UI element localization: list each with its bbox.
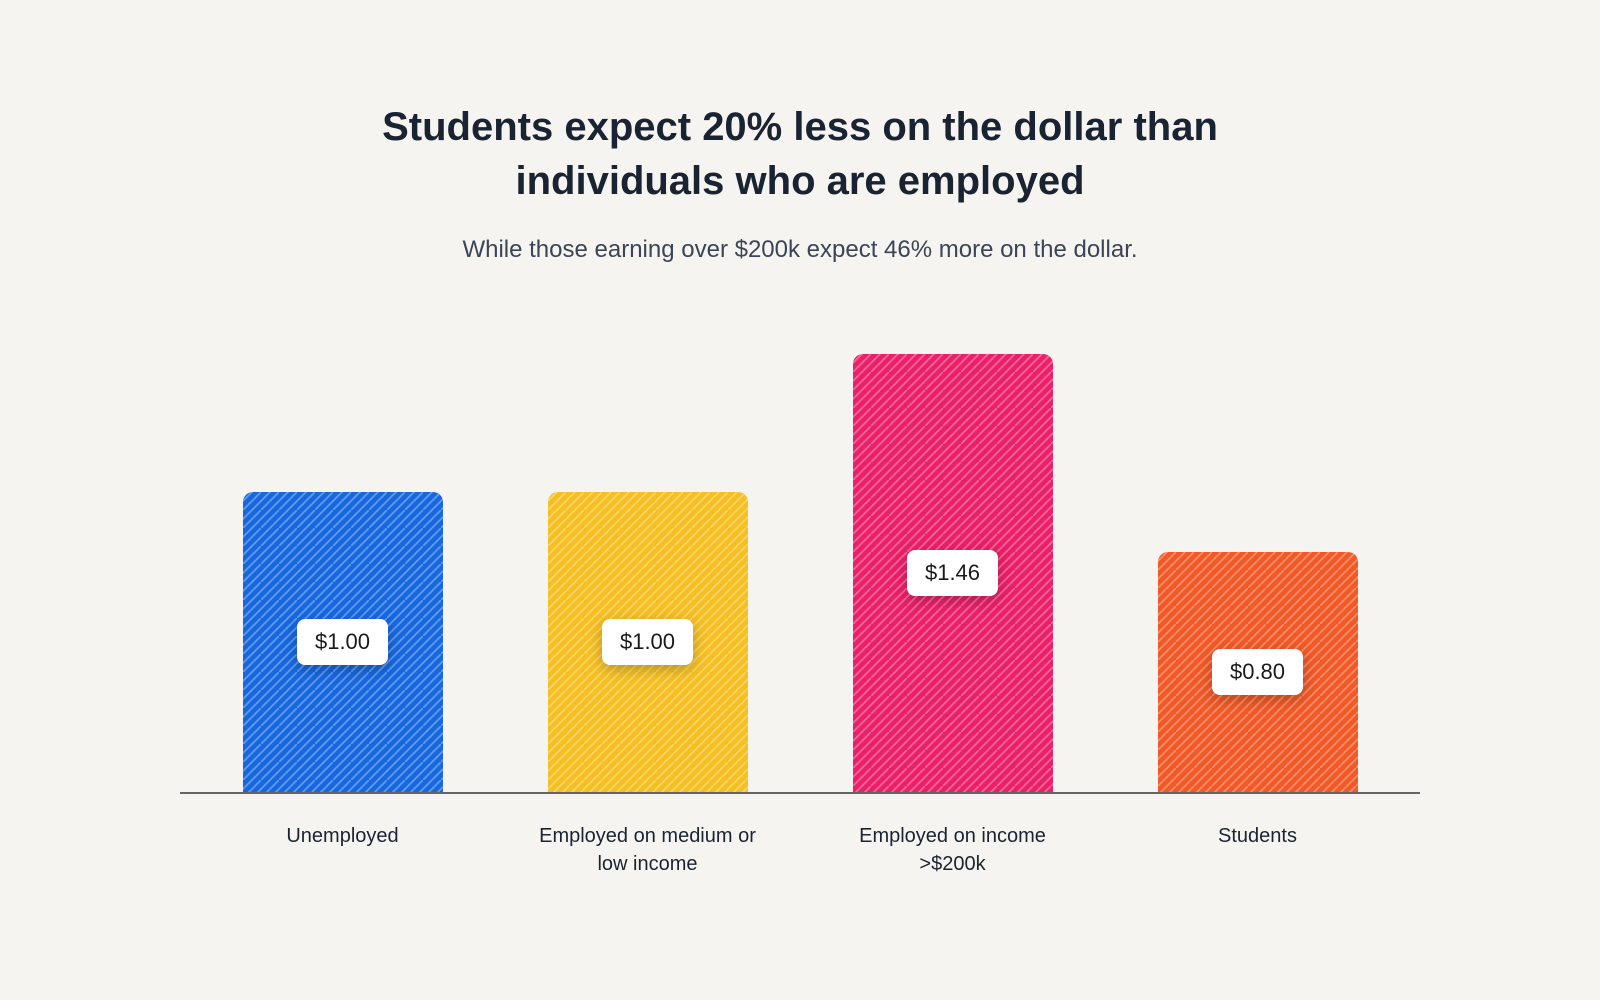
chart-area: $1.00 $1.00 $1.46 $0.80 Unemployed Employed … [180, 354, 1420, 878]
label-slot: Employed on medium or low income [495, 822, 800, 878]
label-slot: Employed on income >$200k [800, 822, 1105, 878]
bars-row: $1.00 $1.00 $1.46 $0.80 [180, 354, 1420, 794]
chart-container: Students expect 20% less on the dollar t… [0, 0, 1600, 1000]
value-badge: $1.46 [907, 550, 998, 596]
bar: $1.00 [243, 492, 443, 792]
bar-label: Unemployed [286, 822, 398, 878]
value-badge: $1.00 [602, 619, 693, 665]
chart-subtitle: While those earning over $200k expect 46… [462, 236, 1137, 264]
bar-label: Students [1218, 822, 1297, 878]
bar-slot: $1.00 [495, 354, 800, 792]
bar-slot: $0.80 [1105, 354, 1410, 792]
chart-title: Students expect 20% less on the dollar t… [350, 100, 1250, 208]
bar: $0.80 [1158, 552, 1358, 792]
bar: $1.46 [853, 354, 1053, 792]
bar-label: Employed on income >$200k [833, 822, 1073, 878]
label-slot: Students [1105, 822, 1410, 878]
bar: $1.00 [548, 492, 748, 792]
bar-label: Employed on medium or low income [528, 822, 768, 878]
labels-row: Unemployed Employed on medium or low inco… [180, 794, 1420, 878]
label-slot: Unemployed [190, 822, 495, 878]
bar-slot: $1.46 [800, 354, 1105, 792]
bar-slot: $1.00 [190, 354, 495, 792]
value-badge: $0.80 [1212, 649, 1303, 695]
value-badge: $1.00 [297, 619, 388, 665]
